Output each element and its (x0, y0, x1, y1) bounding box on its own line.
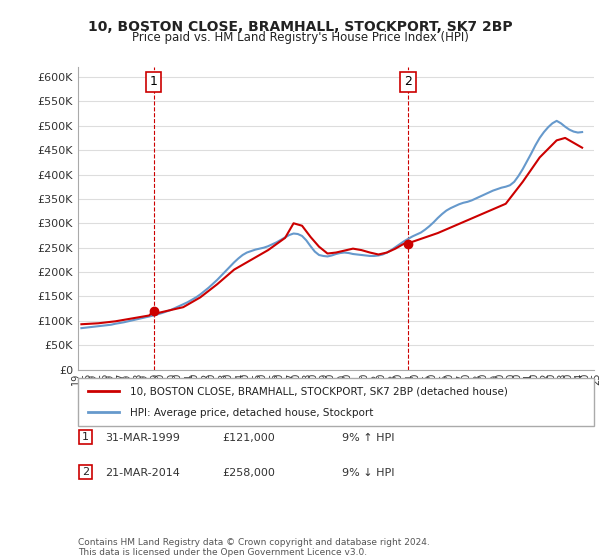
Text: £121,000: £121,000 (222, 433, 275, 443)
Text: HPI: Average price, detached house, Stockport: HPI: Average price, detached house, Stoc… (130, 408, 373, 418)
FancyBboxPatch shape (79, 465, 92, 479)
Text: 1: 1 (149, 76, 157, 88)
Text: Price paid vs. HM Land Registry's House Price Index (HPI): Price paid vs. HM Land Registry's House … (131, 31, 469, 44)
Text: 9% ↑ HPI: 9% ↑ HPI (342, 433, 395, 443)
FancyBboxPatch shape (79, 430, 92, 444)
Text: Contains HM Land Registry data © Crown copyright and database right 2024.
This d: Contains HM Land Registry data © Crown c… (78, 538, 430, 557)
Text: 10, BOSTON CLOSE, BRAMHALL, STOCKPORT, SK7 2BP (detached house): 10, BOSTON CLOSE, BRAMHALL, STOCKPORT, S… (130, 386, 508, 396)
Text: 2: 2 (82, 467, 89, 477)
Text: 31-MAR-1999: 31-MAR-1999 (105, 433, 180, 443)
FancyBboxPatch shape (78, 378, 594, 426)
Text: 2: 2 (404, 76, 412, 88)
Text: £258,000: £258,000 (222, 468, 275, 478)
Text: 9% ↓ HPI: 9% ↓ HPI (342, 468, 395, 478)
Text: 10, BOSTON CLOSE, BRAMHALL, STOCKPORT, SK7 2BP: 10, BOSTON CLOSE, BRAMHALL, STOCKPORT, S… (88, 20, 512, 34)
Text: 21-MAR-2014: 21-MAR-2014 (105, 468, 180, 478)
Text: 1: 1 (82, 432, 89, 442)
